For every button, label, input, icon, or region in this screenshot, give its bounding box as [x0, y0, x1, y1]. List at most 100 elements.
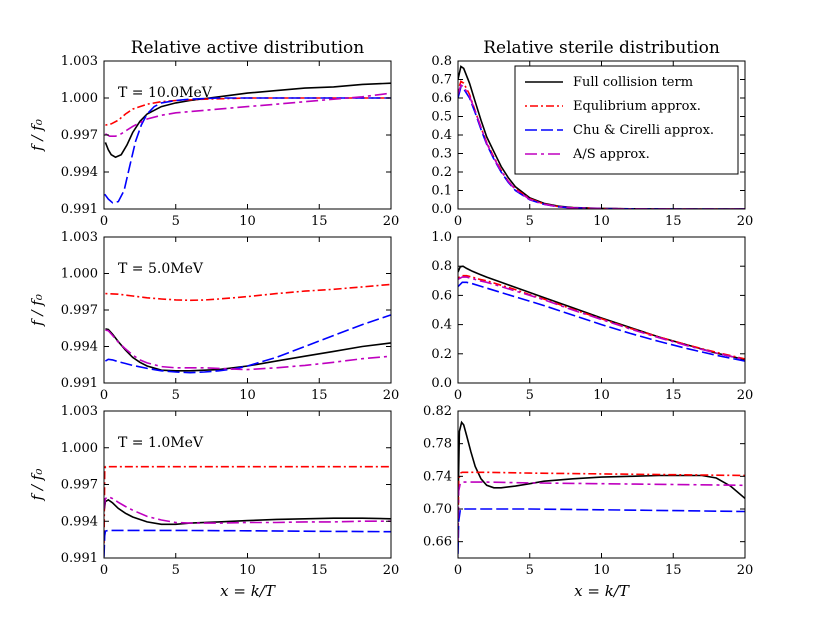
y-axis-label: f / f₀	[28, 119, 46, 152]
x-tick-label: 15	[665, 563, 682, 578]
y-tick-label: 0.66	[423, 535, 452, 550]
x-tick-label: 20	[383, 388, 400, 403]
y-tick-label: 0.0	[431, 202, 452, 217]
x-tick-label: 15	[665, 214, 682, 229]
y-tick-label: 0.7	[431, 73, 452, 88]
y-tick-label: 0.4	[431, 128, 452, 143]
x-tick-label: 0	[100, 214, 108, 229]
y-tick-label: 1.000	[61, 91, 98, 106]
x-tick-label: 15	[311, 214, 328, 229]
panel-1: 0 5 10 15 20 0.991 0.994 0.997 1.000 1.003 Relativ…	[28, 38, 399, 229]
x-tick-label: 10	[593, 214, 610, 229]
y-tick-label: 0.997	[61, 478, 98, 493]
y-tick-label: 0.3	[431, 147, 452, 162]
y-tick-label: 0.74	[423, 469, 452, 484]
y-tick-label: 1.000	[61, 441, 98, 456]
temperature-annotation: T = 10.0MeV	[118, 85, 213, 101]
y-tick-label: 1.000	[61, 267, 98, 282]
y-tick-label: 0.991	[61, 376, 98, 391]
series-full-collision-term-panel-5	[104, 498, 391, 526]
x-tick-label: 0	[454, 563, 462, 578]
panel-4: 0 5 10 15 20 0.0 0.2 0.4 0.6 0.8 1.0	[431, 230, 753, 403]
series-full-collision-term-panel-4	[458, 265, 745, 361]
x-tick-label: 10	[239, 214, 256, 229]
x-tick-label: 5	[172, 214, 180, 229]
axes-frame	[103, 410, 392, 559]
legend-box	[514, 65, 739, 175]
x-tick-label: 20	[737, 214, 754, 229]
y-tick-label: 0.8	[431, 54, 452, 69]
y-tick-label: 1.003	[61, 404, 98, 419]
x-tick-label: 15	[311, 388, 328, 403]
panel-3: 0 5 10 15 20 0.991 0.994 0.997 1.000 1.003 f / f₀ T…	[28, 230, 399, 403]
x-tick-label: 10	[593, 563, 610, 578]
series-a-s-approx-panel-4	[458, 276, 745, 361]
panel-title: Relative active distribution	[131, 38, 365, 58]
x-tick-label: 0	[100, 388, 108, 403]
x-tick-label: 5	[172, 388, 180, 403]
x-tick-label: 5	[526, 388, 534, 403]
x-tick-label: 5	[526, 214, 534, 229]
y-tick-label: 0.70	[423, 502, 452, 517]
y-tick-label: 0.8	[431, 259, 452, 274]
y-tick-label: 0.2	[431, 165, 452, 180]
y-tick-label: 0.6	[431, 91, 452, 106]
series-full-collision-term-panel-1	[104, 82, 391, 159]
y-tick-label: 0.6	[431, 288, 452, 303]
x-tick-label: 5	[172, 563, 180, 578]
y-tick-label: 0.82	[423, 404, 452, 419]
y-tick-label: 1.003	[61, 54, 98, 69]
x-tick-label: 5	[526, 563, 534, 578]
series-equlibrium-approx-panel-6	[458, 471, 745, 542]
x-tick-label: 15	[665, 388, 682, 403]
legend-label-chu-cirelli-approx: Chu & Cirelli approx.	[573, 123, 714, 138]
y-tick-label: 0.78	[423, 437, 452, 452]
series-a-s-approx-panel-6	[458, 481, 745, 542]
x-axis-label: x = k/T	[574, 582, 630, 600]
x-tick-label: 10	[239, 563, 256, 578]
temperature-annotation: T = 5.0MeV	[118, 261, 204, 277]
series-a-s-approx-panel-2	[458, 83, 745, 209]
panel-title: Relative sterile distribution	[483, 38, 720, 58]
series-equlibrium-approx-panel-5	[104, 465, 391, 549]
series-equlibrium-approx-panel-1	[105, 97, 391, 126]
panel-2: 0 5 10 15 20 0.0 0.1 0.2 0.3 0.4 0.5 0.6 0.7 0.8 Relat…	[431, 38, 753, 229]
series-chu-cirelli-approx-panel-3	[104, 314, 391, 374]
series-chu-cirelli-approx-panel-6	[458, 508, 745, 554]
x-tick-label: 20	[383, 563, 400, 578]
x-tick-label: 20	[383, 214, 400, 229]
y-tick-label: 0.991	[61, 551, 98, 566]
legend-label-a-s-approx: A/S approx.	[572, 147, 650, 162]
y-tick-label: 0.5	[431, 110, 452, 125]
series-chu-cirelli-approx-panel-1	[104, 97, 391, 204]
y-tick-label: 0.997	[61, 128, 98, 143]
axes-frame	[103, 60, 392, 210]
series-equlibrium-approx-panel-3	[105, 283, 391, 302]
series-full-collision-term-panel-6	[458, 420, 745, 505]
y-tick-label: 0.997	[61, 303, 98, 318]
y-tick-label: 1.0	[431, 230, 452, 245]
y-tick-label: 0.4	[431, 318, 452, 333]
x-axis-label: x = k/T	[220, 582, 276, 600]
axes-frame	[457, 236, 746, 384]
x-tick-label: 10	[239, 388, 256, 403]
series-full-collision-term-panel-3	[105, 328, 391, 372]
panel-6: 0 5 10 15 20 0.66 0.70 0.74 0.78 0.82 x = k/T	[423, 404, 753, 600]
series-a-s-approx-panel-1	[105, 92, 391, 137]
x-tick-label: 10	[593, 388, 610, 403]
y-tick-label: 0.2	[431, 347, 452, 362]
legend-label-equlibrium-approx: Equlibrium approx.	[573, 99, 701, 114]
y-axis-label: f / f₀	[28, 294, 46, 327]
x-tick-label: 20	[737, 563, 754, 578]
x-tick-label: 20	[737, 388, 754, 403]
x-tick-label: 15	[311, 563, 328, 578]
legend: Full collision term Equlibrium approx. Chu…	[514, 65, 739, 175]
series-chu-cirelli-approx-panel-5	[104, 529, 391, 557]
y-tick-label: 0.0	[431, 376, 452, 391]
y-tick-label: 0.1	[431, 184, 452, 199]
temperature-annotation: T = 1.0MeV	[118, 435, 204, 451]
x-tick-label: 0	[454, 214, 462, 229]
x-tick-label: 0	[454, 388, 462, 403]
legend-label-full-collision-term: Full collision term	[573, 75, 693, 90]
